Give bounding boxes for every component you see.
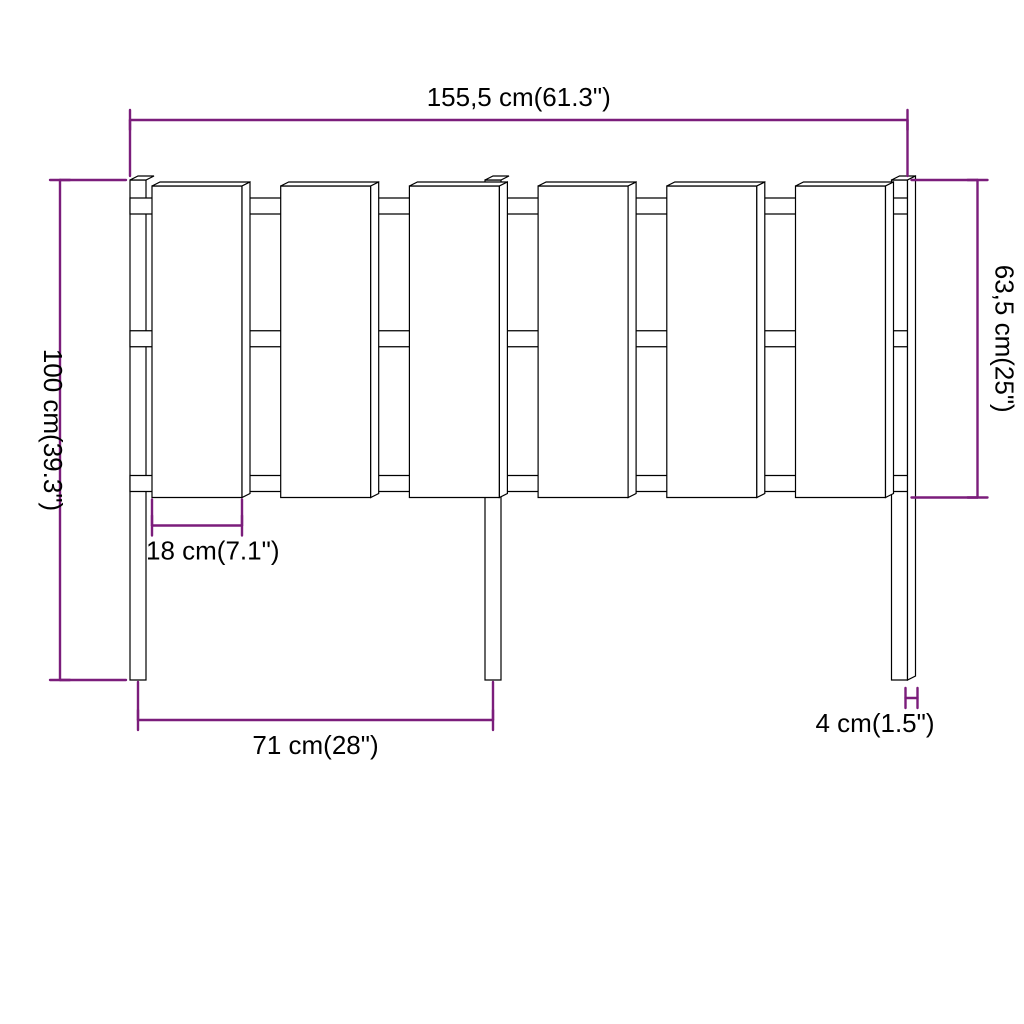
- headboard-drawing: [130, 176, 916, 680]
- dimension-diagram: 155,5 cm(61.3") 100 cm(39.3") 63,5 cm(25")…: [0, 0, 1024, 1024]
- dim-height-label: 100 cm(39.3"): [38, 349, 68, 511]
- dim-width-label: 155,5 cm(61.3"): [427, 82, 611, 112]
- dim-slat-label: 18 cm(7.1"): [146, 536, 280, 566]
- dim-depth-label: 4 cm(1.5"): [816, 708, 935, 738]
- dim-panel-label: 63,5 cm(25"): [990, 265, 1020, 413]
- dim-legspan-label: 71 cm(28"): [252, 730, 378, 760]
